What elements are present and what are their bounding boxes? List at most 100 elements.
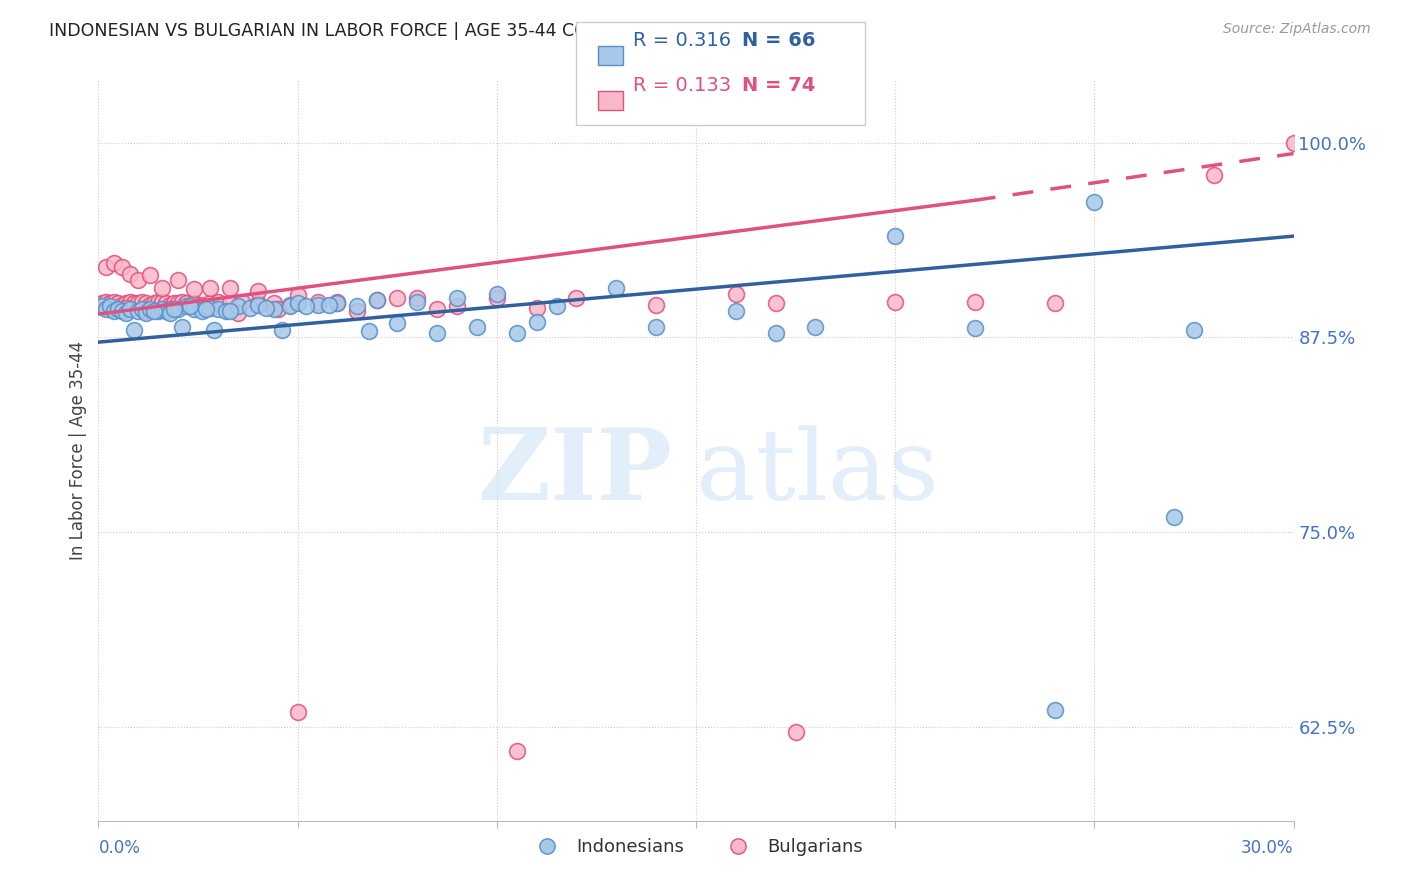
Point: [115, 296, 138, 310]
Point: [191, 304, 214, 318]
Point: [287, 705, 309, 719]
Point: [231, 294, 253, 309]
Point: [150, 294, 173, 309]
Point: [111, 304, 134, 318]
Point: [91, 296, 114, 310]
Point: [219, 304, 242, 318]
Point: [506, 326, 529, 340]
Point: [172, 294, 194, 309]
Point: [526, 315, 548, 329]
Point: [287, 296, 309, 310]
Point: [1043, 703, 1066, 717]
Point: [103, 294, 125, 309]
Point: [326, 294, 349, 309]
Point: [605, 280, 627, 294]
Point: [155, 304, 177, 318]
Point: [226, 305, 249, 319]
Point: [96, 260, 118, 275]
Point: [115, 301, 138, 315]
Point: [804, 319, 827, 334]
Point: [565, 292, 588, 306]
Text: R = 0.316: R = 0.316: [633, 30, 731, 50]
Point: [135, 304, 157, 318]
Point: [148, 304, 170, 318]
Point: [150, 302, 173, 317]
Point: [115, 305, 138, 319]
Point: [307, 294, 329, 309]
Point: [263, 302, 285, 317]
Point: [191, 298, 214, 312]
Point: [366, 293, 388, 307]
Point: [219, 296, 242, 310]
Text: INDONESIAN VS BULGARIAN IN LABOR FORCE | AGE 35-44 CORRELATION CHART: INDONESIAN VS BULGARIAN IN LABOR FORCE |…: [49, 22, 751, 40]
Point: [120, 302, 142, 317]
Point: [159, 302, 181, 317]
Point: [1083, 194, 1105, 209]
Point: [278, 298, 301, 312]
Point: [183, 302, 205, 317]
Point: [426, 326, 449, 340]
Point: [187, 299, 209, 313]
Point: [426, 302, 449, 317]
Point: [143, 296, 166, 310]
Legend: Indonesians, Bulgarians: Indonesians, Bulgarians: [522, 831, 870, 863]
Point: [155, 296, 177, 310]
Point: [270, 323, 292, 337]
Point: [172, 319, 194, 334]
Point: [135, 305, 157, 319]
Point: [107, 296, 129, 310]
Text: 30.0%: 30.0%: [1241, 839, 1294, 857]
Point: [159, 305, 181, 319]
Y-axis label: In Labor Force | Age 35-44: In Labor Force | Age 35-44: [69, 341, 87, 560]
Point: [963, 294, 986, 309]
Point: [167, 302, 190, 317]
Point: [107, 302, 129, 317]
Point: [506, 743, 529, 757]
Point: [1282, 136, 1305, 150]
Point: [239, 301, 262, 315]
Point: [884, 294, 907, 309]
Point: [139, 298, 162, 312]
Point: [246, 296, 269, 310]
Point: [287, 288, 309, 302]
Point: [167, 296, 190, 310]
Point: [307, 298, 329, 312]
Point: [174, 296, 197, 310]
Text: N = 66: N = 66: [742, 30, 815, 50]
Point: [219, 280, 242, 294]
Point: [385, 317, 409, 331]
Point: [127, 273, 149, 287]
Point: [1182, 323, 1205, 337]
Point: [485, 286, 508, 301]
Point: [1202, 169, 1225, 183]
Point: [278, 299, 301, 313]
Point: [131, 294, 153, 309]
Point: [246, 298, 269, 312]
Point: [1043, 296, 1066, 310]
Point: [148, 294, 170, 309]
Point: [127, 296, 149, 310]
Point: [963, 321, 986, 335]
Point: [143, 304, 166, 318]
Point: [724, 286, 747, 301]
Point: [446, 299, 468, 313]
Point: [246, 284, 269, 298]
Point: [103, 304, 125, 318]
Point: [150, 280, 173, 294]
Point: [202, 323, 225, 337]
Point: [267, 302, 290, 317]
Point: [111, 260, 134, 275]
Point: [167, 273, 190, 287]
Point: [96, 294, 118, 309]
Point: [326, 296, 349, 310]
Point: [139, 302, 162, 317]
Point: [645, 319, 668, 334]
Point: [91, 299, 114, 313]
Point: [385, 292, 409, 306]
Point: [406, 294, 429, 309]
Point: [198, 301, 221, 315]
Point: [294, 299, 316, 313]
Point: [111, 298, 134, 312]
Point: [183, 282, 205, 296]
Point: [326, 296, 349, 310]
